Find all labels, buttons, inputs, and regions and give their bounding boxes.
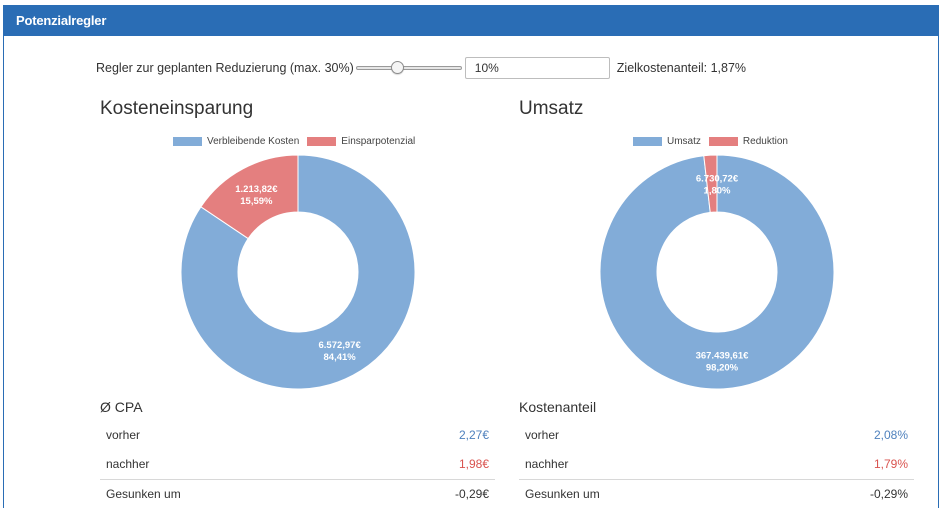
cpa-title: Ø CPA (100, 399, 143, 415)
slider-rail (355, 66, 462, 70)
legend-swatch-red (708, 137, 738, 146)
cpa-row-before: vorher 2,27€ (100, 421, 495, 450)
donut-slice-einsparpotenzial[interactable] (200, 154, 299, 240)
row-label: vorher (525, 428, 560, 442)
slice-value-label: 367.439,61€ (696, 350, 750, 361)
row-value: 2,08% (873, 428, 908, 442)
target-cost-share: Zielkostenanteil: 1,87% (616, 61, 747, 75)
legend-swatch-blue (173, 137, 202, 146)
cost-share-table: vorher 2,08% nachher 1,79% Gesunken um -… (519, 421, 914, 508)
cost-share-title: Kostenanteil (519, 399, 597, 415)
legend-label: Umsatz (667, 136, 701, 147)
row-value: 1,79% (873, 457, 908, 471)
slice-value-label: 1.213,82€ (235, 184, 278, 195)
costs-donut-chart: 6.572,97€84,41% 1.213,82€15,59% (180, 154, 416, 390)
legend-label: Verbleibende Kosten (207, 136, 300, 147)
slider-handle[interactable] (390, 61, 404, 74)
legend-swatch-red (307, 137, 337, 146)
regulator-row: Regler zur geplanten Reduzierung (max. 3… (96, 57, 746, 79)
slice-percent-label: 1,80% (704, 186, 731, 197)
regulator-label: Regler zur geplanten Reduzierung (max. 3… (96, 61, 354, 75)
costs-chart-title: Kosteneinsparung (100, 98, 254, 119)
row-label: Gesunken um (106, 487, 181, 501)
legend-item-reduction: Reduktion (708, 136, 788, 147)
row-value: -0,29% (869, 487, 908, 501)
revenue-legend: Umsatz Reduktion (633, 136, 796, 147)
donut-slice-verbleibende-kosten[interactable] (180, 154, 416, 390)
donut-slice-umsatz[interactable] (599, 154, 835, 390)
cpa-row-decrease: Gesunken um -0,29€ (100, 479, 495, 508)
cpa-table: vorher 2,27€ nachher 1,98€ Gesunken um -… (100, 421, 495, 508)
donut-slice-reduktion[interactable] (703, 154, 718, 213)
legend-item-savings: Einsparpotenzial (307, 136, 415, 147)
legend-label: Einsparpotenzial (341, 136, 416, 147)
reduction-percent-input[interactable] (464, 57, 610, 79)
slice-percent-label: 84,41% (324, 352, 357, 363)
row-value: 2,27€ (458, 428, 489, 442)
row-value: -0,29€ (454, 487, 489, 501)
legend-label: Reduktion (742, 136, 788, 147)
slice-percent-label: 98,20% (706, 362, 739, 373)
legend-item-revenue: Umsatz (633, 136, 701, 147)
cost-share-row-decrease: Gesunken um -0,29% (519, 479, 914, 508)
cost-share-row-before: vorher 2,08% (519, 421, 914, 450)
row-label: nachher (106, 457, 150, 471)
cpa-row-after: nachher 1,98€ (100, 450, 495, 479)
row-value: 1,98€ (458, 457, 489, 471)
legend-swatch-blue (633, 137, 662, 146)
legend-item-remaining: Verbleibende Kosten (173, 136, 299, 147)
slice-value-label: 6.572,97€ (318, 340, 361, 351)
reduction-slider[interactable] (355, 61, 462, 75)
cost-share-row-after: nachher 1,79% (519, 450, 914, 479)
revenue-donut-chart: 367.439,61€98,20% 6.730,72€1,80% (599, 154, 835, 390)
slice-value-label: 6.730,72€ (696, 174, 739, 185)
costs-legend: Verbleibende Kosten Einsparpotenzial (173, 136, 423, 147)
slice-percent-label: 15,59% (240, 196, 273, 207)
row-label: vorher (106, 428, 141, 442)
revenue-chart-title: Umsatz (519, 98, 584, 119)
row-label: Gesunken um (525, 487, 600, 501)
row-label: nachher (525, 457, 569, 471)
panel-title: Potenzialregler (4, 6, 938, 36)
